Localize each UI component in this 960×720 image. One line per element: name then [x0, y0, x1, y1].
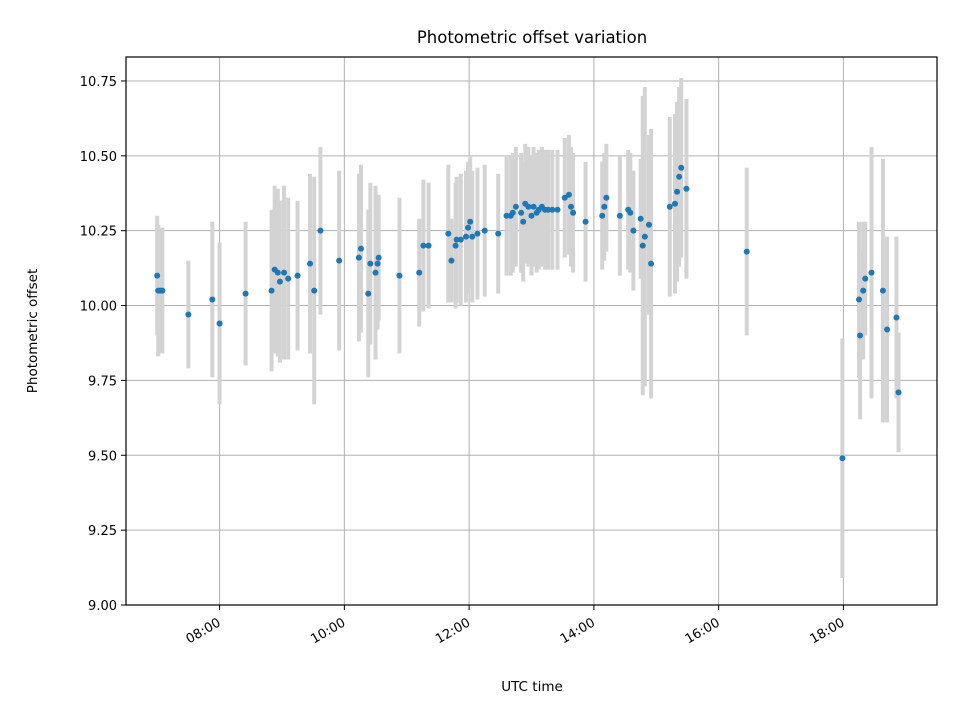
- data-point: [565, 191, 572, 198]
- data-point: [268, 287, 275, 294]
- data-point: [396, 272, 403, 279]
- data-point: [645, 221, 652, 228]
- data-point: [648, 260, 655, 267]
- data-point: [154, 272, 161, 279]
- data-point: [601, 203, 608, 210]
- data-point: [570, 209, 577, 216]
- data-point: [467, 218, 474, 225]
- plot-frame: [125, 56, 938, 606]
- data-point: [469, 233, 476, 240]
- data-point: [856, 296, 863, 303]
- data-point: [666, 203, 673, 210]
- data-point: [857, 332, 864, 339]
- data-point: [683, 185, 690, 192]
- data-point: [375, 254, 382, 261]
- data-point: [884, 326, 891, 333]
- y-tick-label: 10.25: [80, 225, 117, 240]
- data-point: [465, 224, 472, 231]
- data-point: [367, 260, 374, 267]
- data-point: [159, 287, 166, 294]
- data-point: [582, 218, 589, 225]
- data-point: [678, 164, 685, 171]
- data-point: [879, 287, 886, 294]
- data-point: [274, 269, 281, 276]
- data-point: [895, 389, 902, 396]
- data-point: [495, 230, 502, 237]
- data-point: [554, 206, 561, 213]
- data-point: [641, 233, 648, 240]
- data-point: [512, 203, 519, 210]
- data-point: [616, 212, 623, 219]
- data-point: [481, 227, 488, 234]
- data-point: [599, 212, 606, 219]
- data-point: [503, 212, 510, 219]
- data-point: [639, 242, 646, 249]
- y-tick-label: 9.50: [88, 449, 117, 464]
- data-point: [209, 296, 216, 303]
- data-point: [545, 206, 552, 213]
- data-point: [520, 218, 527, 225]
- data-point: [561, 194, 568, 201]
- x-axis-label: UTC time: [501, 679, 563, 695]
- data-point: [276, 278, 283, 285]
- data-point: [457, 236, 464, 243]
- data-point: [355, 254, 362, 261]
- data-point: [630, 227, 637, 234]
- y-tick-label: 9.00: [88, 599, 117, 614]
- data-point: [311, 287, 318, 294]
- data-point: [425, 242, 432, 249]
- data-point: [372, 269, 379, 276]
- data-point: [474, 230, 481, 237]
- data-point: [743, 248, 750, 255]
- data-point: [549, 206, 556, 213]
- data-point: [357, 245, 364, 252]
- data-point: [674, 188, 681, 195]
- data-point: [452, 242, 459, 249]
- data-point: [216, 320, 223, 327]
- data-point: [285, 275, 292, 282]
- data-point: [530, 203, 537, 210]
- data-point: [868, 269, 875, 276]
- data-point: [281, 269, 288, 276]
- data-point: [420, 242, 427, 249]
- data-point: [307, 260, 314, 267]
- data-point: [627, 209, 634, 216]
- data-points: [154, 164, 902, 462]
- data-point: [416, 269, 423, 276]
- y-tick-label: 10.75: [80, 75, 117, 90]
- data-point: [568, 203, 575, 210]
- y-tick-label: 10.50: [80, 150, 117, 165]
- data-point: [365, 290, 372, 297]
- data-point: [242, 290, 249, 297]
- data-point: [637, 215, 644, 222]
- data-point: [528, 212, 535, 219]
- data-point: [860, 287, 867, 294]
- data-point: [453, 236, 460, 243]
- data-point: [862, 275, 869, 282]
- data-point: [374, 260, 381, 267]
- data-point: [445, 230, 452, 237]
- data-point: [893, 314, 900, 321]
- data-point: [671, 200, 678, 207]
- data-point: [317, 227, 324, 234]
- y-tick-label: 10.00: [80, 300, 117, 315]
- data-point: [336, 257, 343, 264]
- data-point: [185, 311, 192, 318]
- data-point: [294, 272, 301, 279]
- data-point: [448, 257, 455, 264]
- chart-title: Photometric offset variation: [417, 28, 647, 47]
- data-point: [839, 455, 846, 462]
- y-axis-label: Photometric offset: [25, 269, 41, 393]
- y-tick-label: 9.75: [88, 374, 117, 389]
- data-point: [462, 233, 469, 240]
- y-axis-ticks: 9.00 9.25 9.50 9.75 10.00 10.25 10.50 10.75: [80, 75, 126, 614]
- data-point: [509, 209, 516, 216]
- data-point: [518, 209, 525, 216]
- y-tick-label: 9.25: [88, 524, 117, 539]
- data-point: [676, 173, 683, 180]
- data-point: [525, 203, 532, 210]
- data-point: [603, 194, 610, 201]
